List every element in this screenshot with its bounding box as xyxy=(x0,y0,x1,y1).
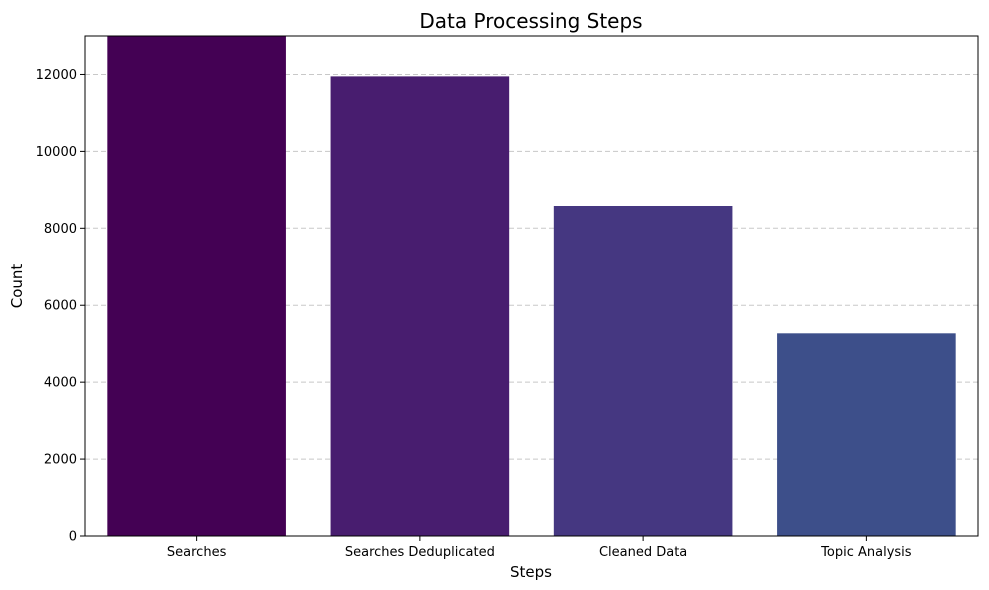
plot-frame xyxy=(84,35,979,537)
y-tick-label: 2000 xyxy=(44,453,77,468)
x-tick-label: Topic Analysis xyxy=(820,545,912,560)
y-tick-label: 6000 xyxy=(44,299,77,314)
bar-cleaned-data xyxy=(553,206,733,536)
y-tick-label: 0 xyxy=(69,530,77,545)
x-tick-label: Searches xyxy=(167,545,227,560)
y-tick-label: 10000 xyxy=(36,145,77,160)
x-tick-label: Cleaned Data xyxy=(599,545,687,560)
y-tick-label: 12000 xyxy=(36,68,77,83)
y-tick-label: 4000 xyxy=(44,376,77,391)
x-axis-label: Steps xyxy=(510,563,552,581)
bar-topic-analysis xyxy=(777,333,956,536)
chart-title: Data Processing Steps xyxy=(419,9,642,33)
y-tick-label: 8000 xyxy=(44,222,77,237)
y-axis-ticks: 0 2000 4000 6000 8000 10000 12000 xyxy=(36,68,85,545)
x-tick-label: Searches Deduplicated xyxy=(345,545,495,560)
bar-searches xyxy=(107,36,286,536)
bar-searches-deduplicated xyxy=(330,76,510,536)
bars xyxy=(107,36,956,536)
x-axis-ticks: Searches Searches Deduplicated Cleaned Dat… xyxy=(167,536,912,560)
y-axis-label: Count xyxy=(8,264,26,309)
